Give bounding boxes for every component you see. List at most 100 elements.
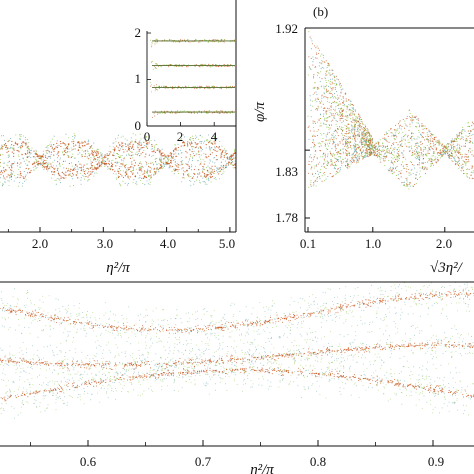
panel-a-band-core-point xyxy=(143,141,145,143)
panel-a-band-core-point xyxy=(17,150,19,152)
panel-c-point xyxy=(32,345,34,347)
panel-b-point xyxy=(464,153,466,155)
panel-a-band-point xyxy=(101,153,103,155)
panel-a-band-core-point xyxy=(50,163,52,165)
panel-a-band-point xyxy=(139,161,141,163)
inset-band-point xyxy=(223,65,225,67)
panel-a-band-point xyxy=(174,164,176,166)
panel-b-point xyxy=(342,115,344,117)
panel-a-band-point xyxy=(68,137,70,139)
panel-b-point xyxy=(368,148,370,150)
panel-b-point xyxy=(342,110,344,112)
panel-b-point xyxy=(411,122,413,124)
panel-b-point xyxy=(361,122,363,125)
panel-b-point xyxy=(326,164,328,166)
panel-b-point xyxy=(359,119,361,121)
inset-band-point xyxy=(225,87,227,89)
panel-a-band-core-point xyxy=(84,155,86,157)
panel-b-point xyxy=(342,116,344,118)
panel-a-band-core-point xyxy=(19,171,21,173)
panel-a-band-core-point xyxy=(200,147,202,149)
inset-band-point xyxy=(207,87,209,89)
panel-a-band-point xyxy=(145,143,148,146)
panel-b-point xyxy=(347,165,349,167)
panel-b-point xyxy=(415,183,417,185)
panel-b-point xyxy=(313,73,315,75)
panel-b-point xyxy=(406,125,408,127)
panel-c-point xyxy=(0,359,1,361)
panel-b-ytick: 1.83 xyxy=(275,164,298,179)
panel-b-point xyxy=(444,145,446,147)
panel-a-band-point xyxy=(68,148,70,150)
panel-a-band-core-point xyxy=(130,157,132,159)
panel-b-point xyxy=(327,153,329,155)
panel-a-band-core-point xyxy=(154,171,156,173)
panel-a-band-point xyxy=(149,181,151,183)
panel-b-point xyxy=(317,163,319,165)
panel-a-band-core-point xyxy=(124,164,126,166)
panel-b-point xyxy=(329,69,331,71)
panel-b-point xyxy=(420,175,422,178)
panel-b-point xyxy=(467,130,469,132)
panel-b-point xyxy=(315,47,317,49)
panel-b-point xyxy=(334,168,337,170)
panel-b-point xyxy=(410,161,412,163)
panel-a-band-core-point xyxy=(153,150,155,152)
panel-b-point xyxy=(332,108,334,110)
panel-a-band-core-point xyxy=(156,167,158,169)
panel-a-band-point xyxy=(79,152,81,154)
panel-b-point xyxy=(472,177,474,180)
panel-b-point xyxy=(363,133,365,135)
panel-a-band-core-point xyxy=(117,176,120,179)
panel-b-point xyxy=(314,99,316,102)
panel-b-point xyxy=(340,91,342,93)
panel-b-point xyxy=(359,124,361,126)
panel-b-point xyxy=(413,137,415,139)
panel-b-point xyxy=(336,113,338,115)
panel-a-band-core-point xyxy=(41,163,43,165)
panel-b-point xyxy=(332,155,334,157)
panel-b-point xyxy=(405,124,407,126)
panel-a-band-point xyxy=(108,154,110,156)
panel-a-xtick: 4.0 xyxy=(160,236,176,251)
panel-a-band-core-point xyxy=(125,172,127,174)
panel-b-point xyxy=(461,168,463,170)
panel-a-band-point xyxy=(58,164,60,166)
panel-b-point xyxy=(452,160,454,162)
panel-a-band-point xyxy=(225,154,227,156)
panel-b-point xyxy=(353,160,355,163)
panel-b-point xyxy=(417,129,420,132)
panel-c-point xyxy=(155,376,157,378)
panel-b-point xyxy=(345,146,347,148)
panel-b-point xyxy=(334,154,336,156)
panel-a-band-core-point xyxy=(44,167,46,169)
panel-b-point xyxy=(426,132,428,134)
panel-a-band-core-point xyxy=(95,154,97,157)
panel-a-band-core-point xyxy=(160,160,162,162)
panel-a-band-point xyxy=(24,139,27,141)
panel-b-point xyxy=(382,142,384,144)
panel-b-point xyxy=(311,100,313,102)
panel-b-point xyxy=(428,146,430,149)
panel-b-point xyxy=(364,146,366,148)
panel-a-band-core-point xyxy=(105,156,107,158)
panel-a-band-point xyxy=(191,164,193,166)
panel-b-point xyxy=(354,119,356,121)
panel-b-point xyxy=(429,165,432,167)
panel-b-point xyxy=(424,127,426,130)
panel-b-point xyxy=(361,151,363,153)
panel-b-point xyxy=(335,106,337,108)
panel-b-point xyxy=(332,88,334,90)
panel-b-point xyxy=(314,135,316,137)
panel-a-band-point xyxy=(145,171,147,173)
inset-band-point xyxy=(152,68,154,70)
panel-b-point xyxy=(390,169,392,171)
panel-b-point xyxy=(463,166,465,168)
panel-a-band-core-point xyxy=(20,147,22,149)
panel-a-band-core-point xyxy=(86,167,88,169)
panel-b-point xyxy=(430,146,432,148)
panel-a-inset: 0 1 2 0 2 4 xyxy=(135,25,236,144)
panel-b-point xyxy=(345,143,347,145)
panel-a-band-core-point xyxy=(150,177,152,179)
panel-b-point xyxy=(467,156,469,158)
